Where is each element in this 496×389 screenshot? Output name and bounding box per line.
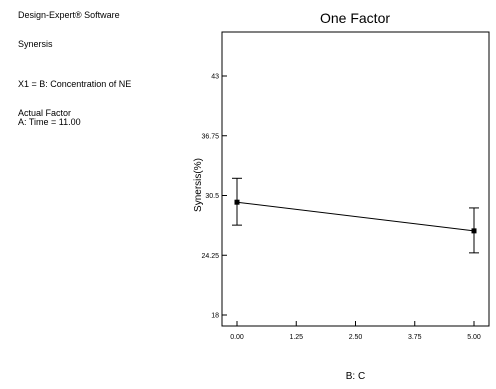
y-tick-label: 24.25 xyxy=(201,253,219,260)
y-tick-label: 36.75 xyxy=(201,133,219,140)
x-tick-label: 0.00 xyxy=(230,334,244,341)
chart-title: One Factor xyxy=(320,10,390,26)
y-axis-label: Synersis(%) xyxy=(193,158,204,212)
x-axis-label: B: C xyxy=(346,371,365,382)
x-axis-ticks: 0.00 1.25 2.50 3.75 5.00 xyxy=(230,321,481,341)
x-tick-label: 1.25 xyxy=(289,334,303,341)
series-layer xyxy=(232,177,479,254)
x-tick-label: 2.50 xyxy=(349,334,363,341)
x-tick-label: 3.75 xyxy=(408,334,422,341)
response-label: Synersis xyxy=(18,39,53,49)
data-point xyxy=(471,228,477,234)
y-tick-label: 18 xyxy=(211,313,219,320)
actual-factor-value: A: Time = 11.00 xyxy=(18,117,81,127)
plot-frame xyxy=(221,31,490,327)
y-tick-label: 30.5 xyxy=(205,193,219,200)
series-line xyxy=(236,201,475,232)
software-label: Design-Expert® Software xyxy=(18,10,120,20)
actual-factor-heading: Actual Factor xyxy=(18,108,72,118)
y-axis-ticks: 18 24.25 30.5 36.75 43 xyxy=(201,74,227,320)
x-tick-label: 5.00 xyxy=(467,334,481,341)
y-tick-label: 43 xyxy=(211,74,219,81)
factor-x1-label: X1 = B: Concentration of NE xyxy=(18,79,132,89)
data-point xyxy=(234,199,240,205)
